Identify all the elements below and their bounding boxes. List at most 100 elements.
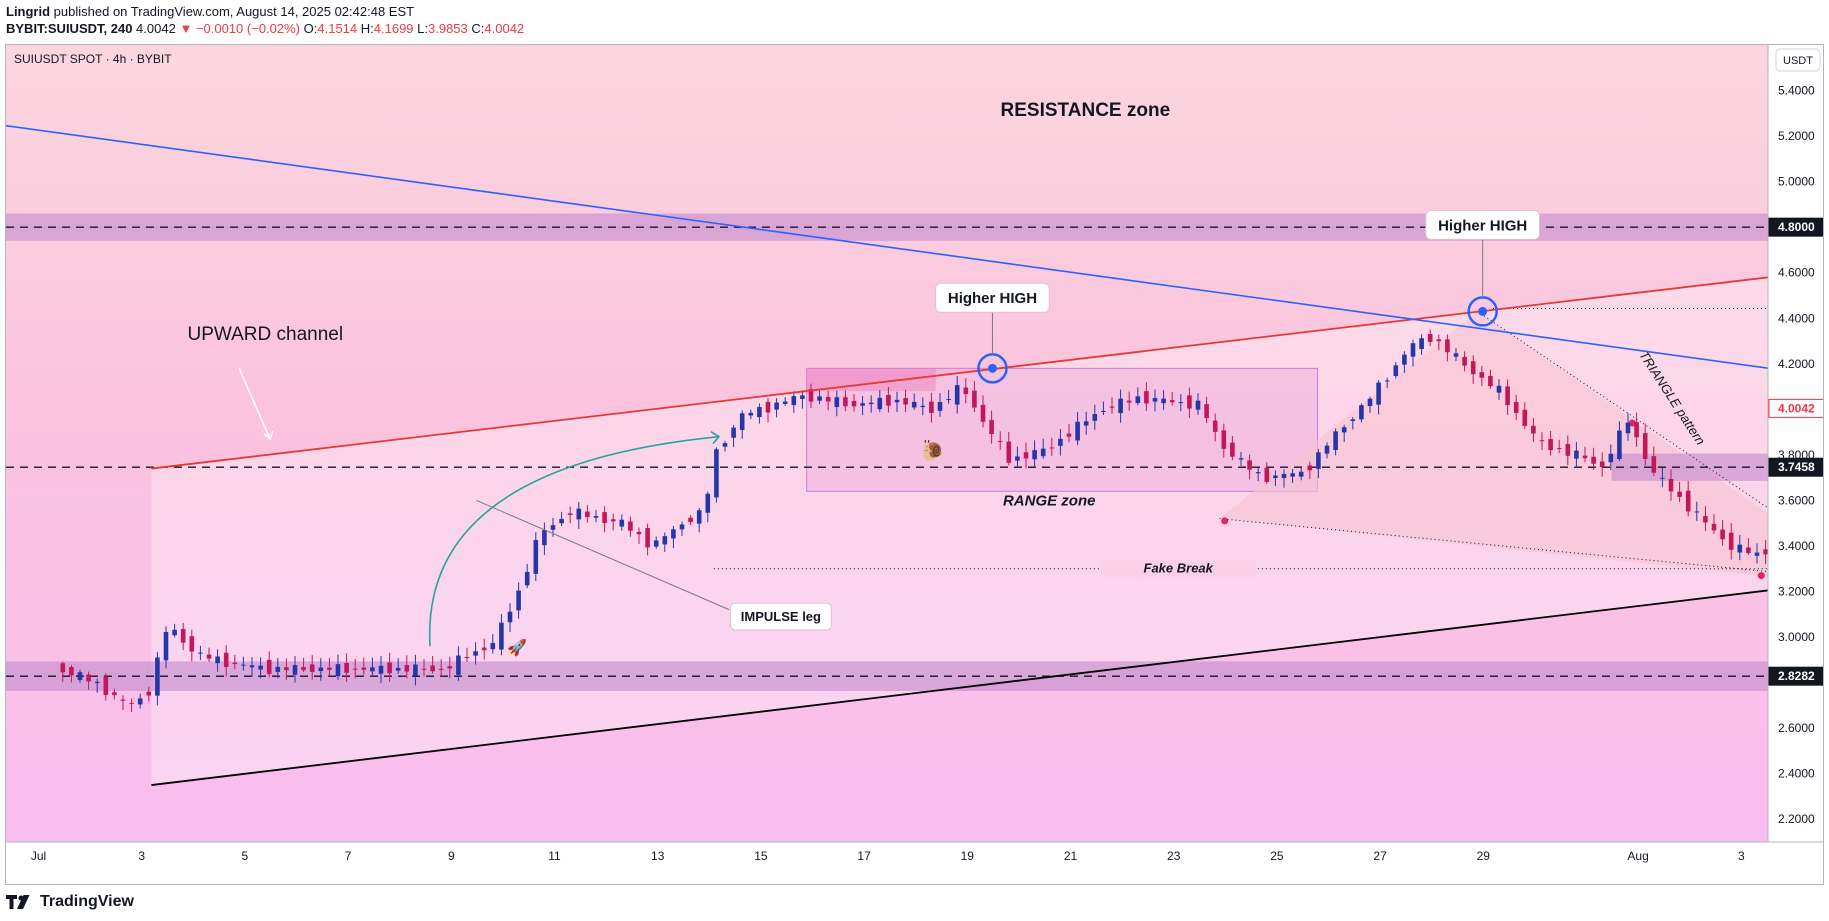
y-axis: USDT 5.4000 5.2000 5.0000 4.6000 4.4000 4.2000…	[1767, 45, 1823, 884]
candle-body	[516, 590, 521, 611]
high-value: 4.1699	[373, 21, 414, 36]
y-tick-label: 3.6000	[1778, 493, 1815, 507]
candle-body	[1066, 433, 1072, 437]
candle-body	[309, 664, 315, 672]
triangle-point	[1628, 419, 1636, 427]
candle-body	[1539, 440, 1545, 442]
price-tag-label: 4.8000	[1778, 220, 1815, 234]
higher-high-2-label-text: Higher HIGH	[1438, 217, 1527, 234]
change-value: −0.0010 (−0.02%)	[195, 21, 301, 36]
higher-high-2-label: Higher HIGH	[1425, 209, 1541, 240]
candle-body	[77, 672, 83, 680]
candle-body	[1359, 405, 1364, 420]
candle-body	[103, 676, 109, 695]
candle-body	[1728, 532, 1734, 550]
range-zone-label: RANGE zone	[1003, 492, 1096, 509]
candle-body	[1023, 452, 1029, 459]
y-tick-label: 5.4000	[1778, 84, 1815, 98]
candle-body	[335, 664, 341, 677]
candle-body	[843, 397, 848, 407]
candle-body	[550, 525, 556, 530]
candle-body	[894, 399, 900, 403]
last-price: 4.0042	[136, 21, 176, 36]
candle-body	[241, 664, 246, 666]
publish-header: Lingrid published on TradingView.com, Au…	[6, 4, 414, 20]
candle-body	[1298, 471, 1304, 477]
candle-body	[1402, 354, 1407, 365]
ohlc-bar: BYBIT:SUIUSDT, 240 4.0042 ▼ −0.0010 (−0.…	[6, 21, 524, 37]
candle-body	[808, 389, 814, 402]
author-name[interactable]: Lingrid	[6, 4, 51, 19]
fake-break-label: Fake Break	[1144, 561, 1214, 576]
price-tag-box	[1768, 666, 1823, 686]
candle-body	[1427, 334, 1433, 342]
candle-body	[1634, 422, 1639, 438]
price-tag-box	[1768, 457, 1823, 477]
upward-channel-arrowhead	[263, 430, 274, 441]
x-tick-label: 23	[1167, 849, 1181, 863]
candle-body	[258, 665, 263, 670]
candle-body	[1324, 445, 1330, 454]
candle-body	[731, 427, 736, 438]
candle-body	[954, 385, 960, 405]
candle-body	[636, 531, 642, 535]
downward-trendline	[6, 124, 1823, 377]
candle-body	[292, 665, 298, 675]
candle-body	[481, 647, 487, 651]
higher-high-2-label-box	[1425, 209, 1541, 240]
candle-body	[1109, 406, 1115, 408]
candle-body	[1144, 391, 1149, 404]
candle-body	[1212, 420, 1218, 432]
candle-body	[1341, 427, 1347, 433]
candle-body	[1694, 511, 1700, 513]
candle-body	[903, 398, 908, 405]
candle-body	[1824, 522, 1825, 525]
triangle-point	[1757, 572, 1765, 580]
x-tick-label: 29	[1477, 849, 1491, 863]
candle-body	[327, 667, 332, 670]
symbol-label: BYBIT:SUIUSDT, 240	[6, 21, 133, 36]
tradingview-footer: TradingView	[6, 893, 134, 911]
impulse-connector	[476, 499, 730, 611]
resistance-zone-label: RESISTANCE zone	[1001, 100, 1171, 121]
candle-body	[1445, 339, 1450, 353]
y-tick-label: 5.0000	[1778, 175, 1815, 189]
candle-body	[1333, 431, 1338, 451]
candle-body	[1556, 448, 1562, 450]
x-tick-label: 7	[345, 849, 352, 863]
candle-body	[1101, 410, 1106, 412]
candle-body	[860, 403, 865, 406]
candle-body	[1754, 552, 1760, 556]
candle-body	[1505, 386, 1510, 406]
triangle-point	[1221, 517, 1229, 525]
candle-body	[1169, 400, 1175, 403]
close-value: 4.0042	[484, 21, 525, 36]
candle-body	[585, 511, 590, 518]
candle-body	[645, 528, 650, 548]
candle-body	[1642, 433, 1648, 460]
candle-body	[886, 394, 891, 406]
currency-box	[1775, 48, 1821, 72]
candle-body	[1496, 385, 1502, 393]
x-tick-label: 25	[1270, 849, 1284, 863]
candle-body	[868, 402, 874, 405]
candle-body	[1608, 453, 1614, 463]
y-tick-label: 4.6000	[1778, 266, 1815, 280]
upward-channel-bottom-line	[151, 582, 1823, 786]
candle-body	[1703, 516, 1708, 523]
range-zone-top-highlight	[806, 368, 936, 392]
x-axis-bg	[6, 842, 1823, 884]
impulse-leg-label: IMPULSE leg	[729, 602, 832, 631]
snail-icon: 🐌	[920, 439, 945, 462]
candle-body	[765, 401, 771, 413]
candle-body	[1591, 456, 1596, 464]
candle-body	[223, 652, 229, 668]
candle-body	[739, 413, 745, 430]
candle-body	[1548, 439, 1553, 451]
candle-body	[705, 493, 711, 513]
candle-body	[120, 699, 126, 701]
candle-body	[172, 629, 177, 636]
candle-body	[920, 405, 926, 408]
